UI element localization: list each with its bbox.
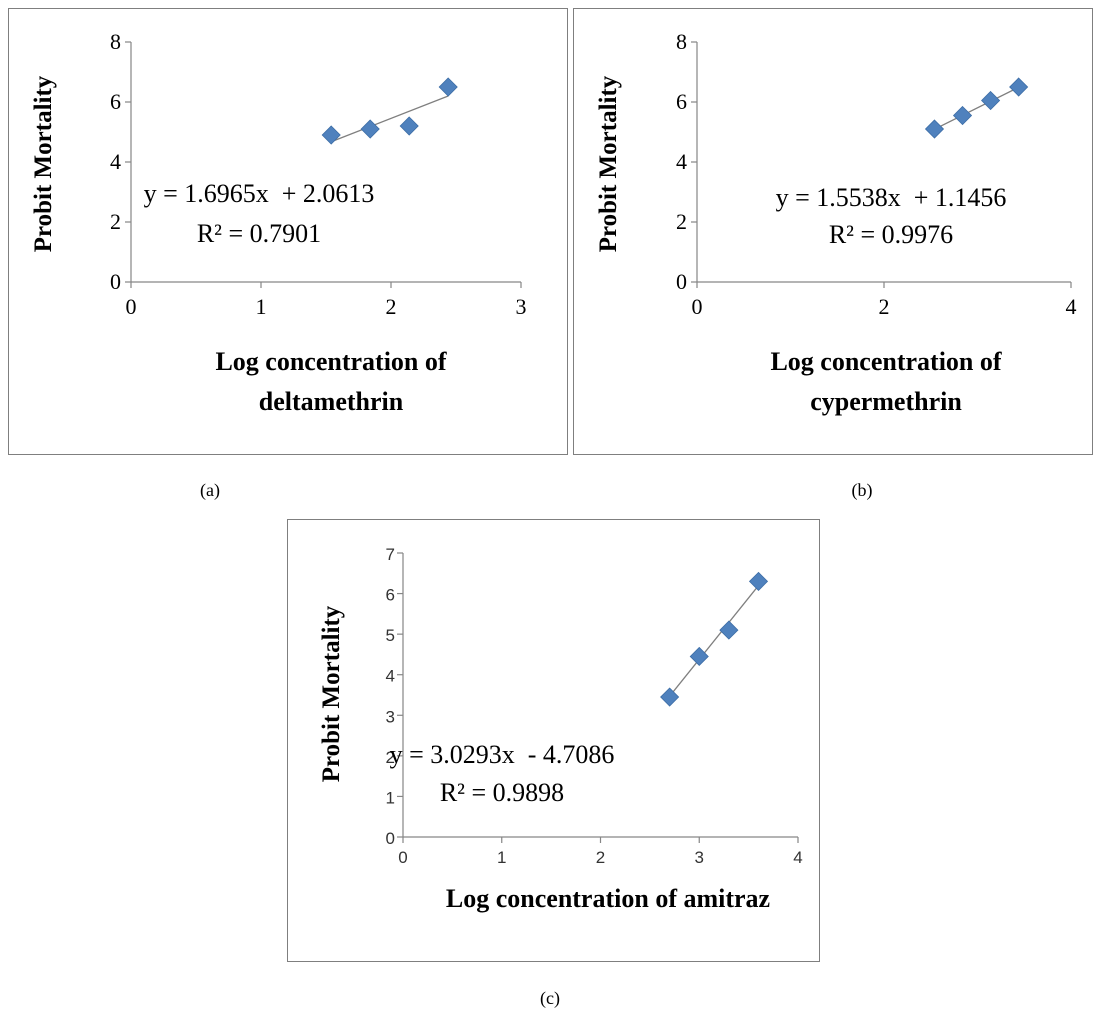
x-tick-label: 0 — [692, 294, 703, 319]
trendline-equation: y = 1.5538x + 1.1456 — [776, 183, 1007, 212]
data-point — [952, 105, 973, 126]
y-tick-label: 5 — [386, 626, 395, 645]
x-tick-label: 1 — [497, 848, 506, 867]
x-tick-label: 1 — [256, 294, 267, 319]
data-point — [748, 571, 769, 591]
r-squared-label: R² = 0.9976 — [829, 220, 953, 249]
chart-b-svg: 0 2 4 6 8 0 2 4 y = 1.5538x + 1.1456 R² = 0.9976 L… — [595, 29, 1077, 416]
panel-label-c: (c) — [540, 988, 560, 1008]
x-tick-label: 4 — [793, 848, 802, 867]
y-tick-label: 0 — [386, 829, 395, 848]
x-tick-label: 2 — [596, 848, 605, 867]
x-tick-label: 2 — [386, 294, 397, 319]
chart-panel-a: 0 2 4 6 8 0 1 2 3 y = 1.6965x + 2.0613 R² = 0.7901… — [8, 8, 568, 455]
x-axis-title: cypermethrin — [810, 387, 962, 416]
chart-panel-b: 0 2 4 6 8 0 2 4 y = 1.5538x + 1.1456 R² = 0.9976 L… — [573, 8, 1093, 455]
y-tick-label: 2 — [386, 748, 395, 767]
chart-a-svg: 0 2 4 6 8 0 1 2 3 y = 1.6965x + 2.0613 R² = 0.7901… — [30, 29, 527, 416]
x-axis-title: Log concentration of — [215, 347, 446, 376]
y-tick-label: 6 — [386, 586, 395, 605]
trendline — [669, 585, 760, 697]
y-tick-label: 4 — [110, 149, 121, 174]
y-tick-label: 4 — [676, 149, 687, 174]
data-point — [981, 90, 1001, 111]
x-axis-title: Log concentration of amitraz — [446, 884, 770, 913]
trendline-equation: y = 3.0293x - 4.7086 — [390, 740, 615, 769]
trendline — [934, 86, 1019, 130]
trendline — [330, 95, 449, 143]
data-point — [321, 125, 341, 145]
y-tick-label: 6 — [676, 89, 687, 114]
y-tick-label: 2 — [110, 209, 121, 234]
y-axis-title: Probit Mortality — [595, 75, 622, 252]
x-tick-label: 3 — [516, 294, 527, 319]
chart-panel-c: 0 1 2 3 4 5 6 7 0 1 2 3 4 y = 3.0293x - 4.7086 R² = 0.… — [287, 519, 820, 962]
data-point — [719, 620, 739, 640]
r-squared-label: R² = 0.9898 — [440, 778, 564, 807]
data-point — [1009, 77, 1029, 97]
y-tick-label: 7 — [386, 545, 395, 564]
x-tick-label: 2 — [879, 294, 890, 319]
data-point — [689, 646, 709, 667]
data-point — [360, 119, 380, 139]
y-tick-label: 2 — [676, 209, 687, 234]
y-axis-title: Probit Mortality — [318, 605, 345, 782]
x-tick-label: 3 — [695, 848, 704, 867]
trendline-equation: y = 1.6965x + 2.0613 — [144, 179, 375, 208]
data-point — [399, 116, 419, 136]
x-tick-label: 0 — [126, 294, 137, 319]
data-point — [438, 77, 458, 97]
data-point — [660, 687, 680, 707]
x-tick-label: 4 — [1066, 294, 1077, 319]
y-tick-label: 6 — [110, 89, 121, 114]
x-axis-title: deltamethrin — [259, 387, 404, 416]
panel-label-a: (a) — [200, 480, 220, 500]
panel-label-b: (b) — [851, 480, 873, 500]
y-tick-label: 1 — [386, 788, 395, 807]
y-axis-title: Probit Mortality — [30, 75, 57, 252]
y-tick-label: 4 — [386, 667, 395, 686]
x-tick-label: 0 — [398, 848, 407, 867]
y-tick-label: 0 — [676, 269, 687, 294]
r-squared-label: R² = 0.7901 — [197, 219, 321, 248]
y-tick-label: 8 — [676, 29, 687, 54]
y-tick-label: 8 — [110, 29, 121, 54]
y-tick-label: 3 — [386, 707, 395, 726]
data-point — [924, 119, 945, 139]
x-axis-title: Log concentration of — [770, 347, 1001, 376]
chart-c-svg: 0 1 2 3 4 5 6 7 0 1 2 3 4 y = 3.0293x - 4.7086 R² = 0.… — [318, 545, 803, 913]
y-tick-label: 0 — [110, 269, 121, 294]
